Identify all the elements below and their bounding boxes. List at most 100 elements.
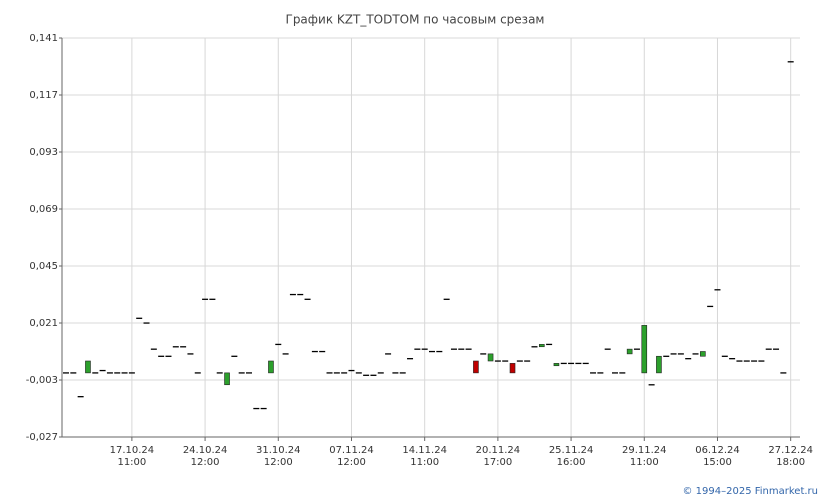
candle	[304, 298, 311, 300]
y-tick-label: 0,021	[29, 318, 58, 329]
candle	[341, 372, 348, 374]
candle	[289, 293, 296, 296]
candle	[685, 358, 692, 360]
candle	[282, 353, 289, 355]
candle	[714, 289, 721, 291]
candle	[729, 358, 736, 360]
x-tick-label: 07.11.24	[329, 445, 374, 456]
x-tick-label: 29.11.24	[622, 445, 667, 456]
candle	[633, 348, 640, 350]
candle	[465, 348, 472, 350]
candle	[656, 355, 662, 374]
candle	[99, 369, 106, 372]
candle	[641, 325, 648, 374]
candle	[619, 372, 626, 374]
candle	[502, 360, 509, 362]
y-tick-label: 0,141	[29, 33, 58, 44]
candle	[443, 298, 450, 300]
candle	[524, 360, 531, 362]
candle	[546, 343, 553, 346]
x-tick-label: 15:00	[703, 457, 732, 468]
y-tick-label: 0,093	[29, 147, 58, 158]
candle	[590, 372, 597, 374]
x-tick-label: 16:00	[557, 457, 586, 468]
candle	[202, 298, 209, 300]
candle	[246, 372, 252, 374]
candle	[85, 360, 91, 374]
candle	[780, 372, 787, 374]
candle	[670, 353, 677, 355]
candle	[143, 322, 150, 324]
candle	[743, 360, 750, 362]
candle	[509, 363, 516, 374]
candle	[399, 372, 406, 374]
candle	[275, 343, 282, 346]
x-tick-label: 31.10.24	[256, 445, 301, 456]
candle	[136, 317, 143, 319]
candle	[150, 348, 157, 350]
candle	[158, 355, 165, 357]
candle	[736, 360, 743, 362]
candle	[707, 305, 714, 308]
candle	[531, 346, 538, 348]
candle	[560, 362, 567, 365]
candle	[194, 372, 201, 374]
y-tick-label: 0,117	[29, 90, 58, 101]
candle	[392, 372, 399, 374]
candle	[612, 372, 618, 374]
candle	[209, 298, 216, 300]
candle	[663, 355, 670, 357]
candle	[121, 372, 128, 374]
x-tick-label: 18:00	[776, 457, 805, 468]
x-tick-label: 17:00	[483, 457, 512, 468]
footer[interactable]: © 1994–2025 Finmarket.ru	[682, 486, 818, 497]
candle	[355, 372, 362, 374]
candle	[114, 372, 121, 374]
candle	[473, 360, 479, 374]
candle	[231, 355, 238, 357]
x-tick-label: 17.10.24	[110, 445, 155, 456]
candle	[648, 384, 655, 386]
candle	[377, 372, 384, 374]
candle	[436, 350, 443, 353]
candle	[538, 344, 545, 348]
candle	[165, 355, 172, 357]
candle	[172, 346, 179, 348]
candle	[700, 351, 706, 357]
x-tick-label: 27.12.24	[768, 445, 813, 456]
y-tick-label: -0,027	[26, 432, 58, 443]
candle	[70, 372, 77, 374]
candle	[677, 353, 684, 355]
candle	[128, 372, 135, 374]
candle	[421, 348, 428, 350]
candle	[311, 350, 318, 353]
candle	[758, 360, 765, 362]
candle	[260, 407, 267, 410]
candle	[487, 353, 494, 362]
candle	[568, 362, 575, 365]
candle	[216, 372, 223, 374]
candle	[319, 350, 326, 353]
candle	[575, 362, 582, 365]
chart-title: График KZT_TODTOM по часовым срезам	[286, 13, 545, 27]
y-tick-label: 0,045	[29, 261, 58, 272]
candle	[414, 348, 421, 350]
x-tick-label: 06.12.24	[695, 445, 740, 456]
x-tick-label: 11:00	[630, 457, 659, 468]
candle	[187, 353, 194, 355]
candle	[458, 348, 465, 350]
candle	[553, 363, 560, 367]
candle	[370, 374, 377, 376]
candle	[721, 355, 728, 357]
candle	[92, 372, 99, 374]
x-tick-label: 11:00	[410, 457, 439, 468]
candle	[77, 396, 84, 398]
candle	[604, 348, 611, 350]
candle	[787, 61, 794, 63]
x-tick-label: 20.11.24	[476, 445, 521, 456]
candle	[268, 360, 274, 374]
candle	[348, 369, 355, 372]
candle	[450, 348, 457, 350]
